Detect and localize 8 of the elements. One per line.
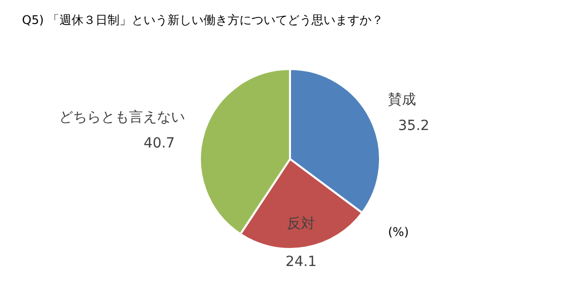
data-label: 40.7 (144, 135, 175, 152)
slice-label: 賛成 (388, 92, 416, 108)
slice-label: どちらとも言えない (58, 109, 185, 126)
data-label: 24.1 (286, 254, 317, 270)
chart-title: Q5) 「週休３日制」という新しい働き方についてどう思いますか？ (22, 13, 384, 27)
data-label: 35.2 (398, 118, 430, 134)
text: (%) (388, 225, 409, 239)
slice-label: 反対 (287, 216, 316, 232)
